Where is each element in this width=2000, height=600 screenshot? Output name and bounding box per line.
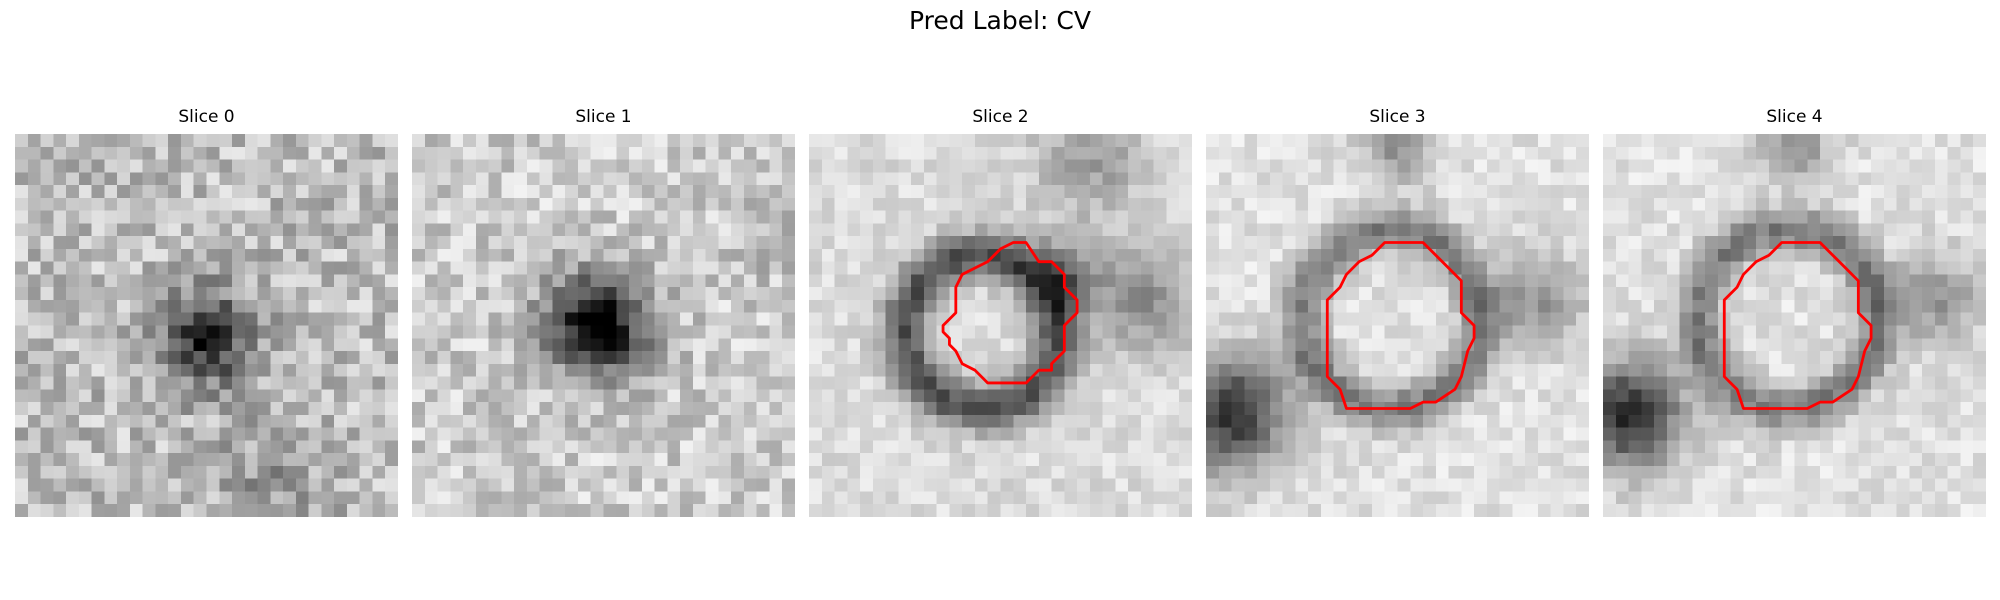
segmentation-contour <box>941 241 1079 385</box>
slice-title: Slice 1 <box>575 107 632 127</box>
slice-image-4 <box>1603 134 1986 517</box>
slice-image-3 <box>1206 134 1589 517</box>
pixel-grid <box>412 134 795 517</box>
segmentation-contour <box>1722 241 1873 410</box>
pixel-grid <box>1603 134 1986 517</box>
slice-image-0 <box>15 134 398 517</box>
pixel-grid <box>1206 134 1589 517</box>
slice-title: Slice 0 <box>178 107 235 127</box>
figure-title: Pred Label: CV <box>909 6 1091 35</box>
pixel-grid <box>15 134 398 517</box>
slice-image-1 <box>412 134 795 517</box>
pixel-grid <box>809 134 1192 517</box>
slice-title: Slice 2 <box>972 107 1029 127</box>
slice-title: Slice 3 <box>1369 107 1426 127</box>
slice-title: Slice 4 <box>1766 107 1823 127</box>
segmentation-contour <box>1325 241 1476 410</box>
slice-image-2 <box>809 134 1192 517</box>
